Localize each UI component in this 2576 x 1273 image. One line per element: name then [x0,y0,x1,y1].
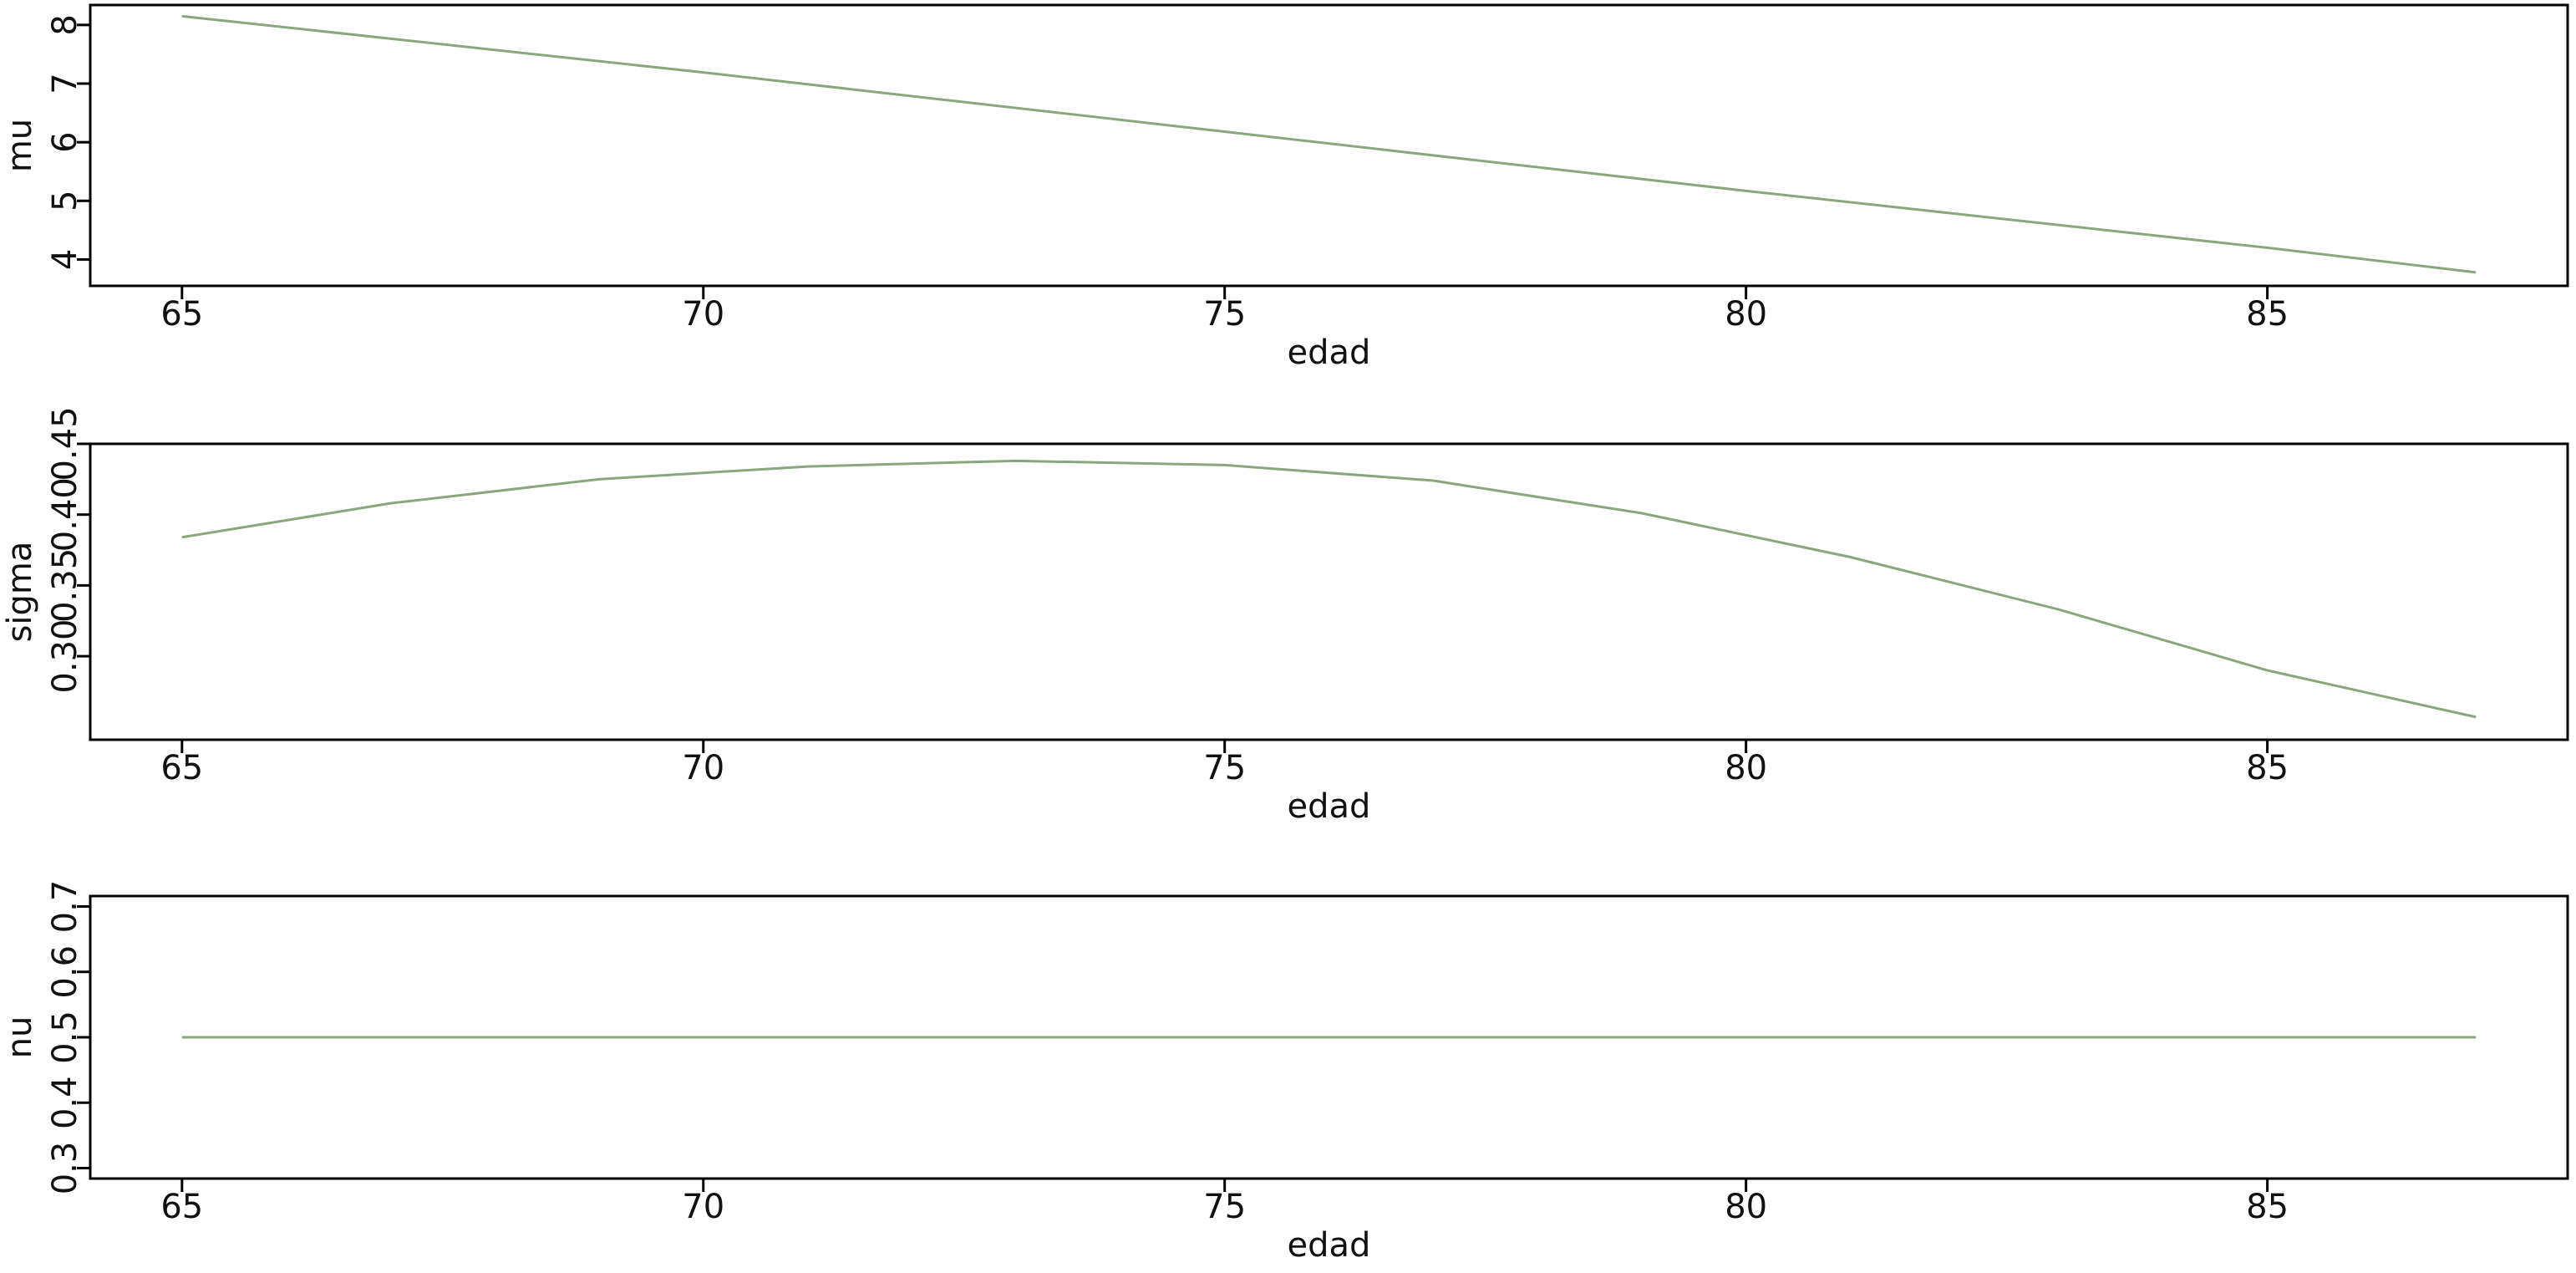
plot-frame [89,442,2569,741]
x-tick-label: 85 [2246,749,2289,787]
plot-frame [89,3,2569,288]
y-axis-label: sigma [1,542,39,643]
x-tick-label: 65 [160,295,203,334]
x-axis-label: edad [1288,1226,1371,1265]
x-tick-label: 75 [1203,295,1246,334]
x-tick-label: 75 [1203,749,1246,787]
data-line [181,459,2477,719]
x-tick-label: 65 [160,1188,203,1226]
y-tick-label: 4 [46,249,84,270]
x-axis-label: edad [1288,334,1371,372]
y-tick-label: 0.7 [46,880,84,934]
y-axis-label: mu [1,119,39,172]
data-line [181,14,2477,274]
y-tick-label: 7 [46,73,84,94]
x-tick-label: 65 [160,749,203,787]
x-tick-label: 80 [1725,749,1767,787]
x-tick-label: 70 [682,749,724,787]
x-tick-label: 80 [1725,295,1767,334]
y-tick-label: 0.40 [46,477,84,552]
y-tick-label: 0.6 [46,945,84,999]
y-tick-label: 0.30 [46,619,84,694]
x-tick-label: 85 [2246,295,2289,334]
x-tick-label: 80 [1725,1188,1767,1226]
y-tick-label: 0.45 [46,406,84,481]
y-axis-label: nu [1,1016,39,1059]
y-tick-label: 6 [46,131,84,152]
x-tick-label: 70 [682,1188,724,1226]
x-tick-label: 70 [682,295,724,334]
x-tick-label: 75 [1203,1188,1246,1226]
x-axis-label: edad [1288,787,1371,826]
x-tick-label: 85 [2246,1188,2289,1226]
y-tick-label: 0.3 [46,1142,84,1195]
y-tick-label: 0.5 [46,1011,84,1064]
y-tick-label: 8 [46,14,84,35]
y-tick-label: 0.4 [46,1076,84,1129]
y-tick-label: 5 [46,191,84,211]
y-tick-label: 0.35 [46,548,84,623]
